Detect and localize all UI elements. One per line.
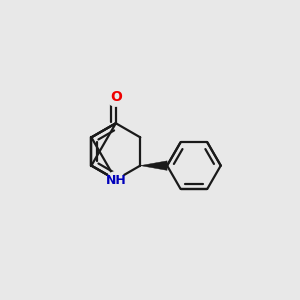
- Polygon shape: [140, 161, 167, 170]
- Text: O: O: [110, 90, 122, 104]
- Text: NH: NH: [105, 174, 126, 187]
- Circle shape: [107, 88, 125, 106]
- Circle shape: [107, 172, 125, 190]
